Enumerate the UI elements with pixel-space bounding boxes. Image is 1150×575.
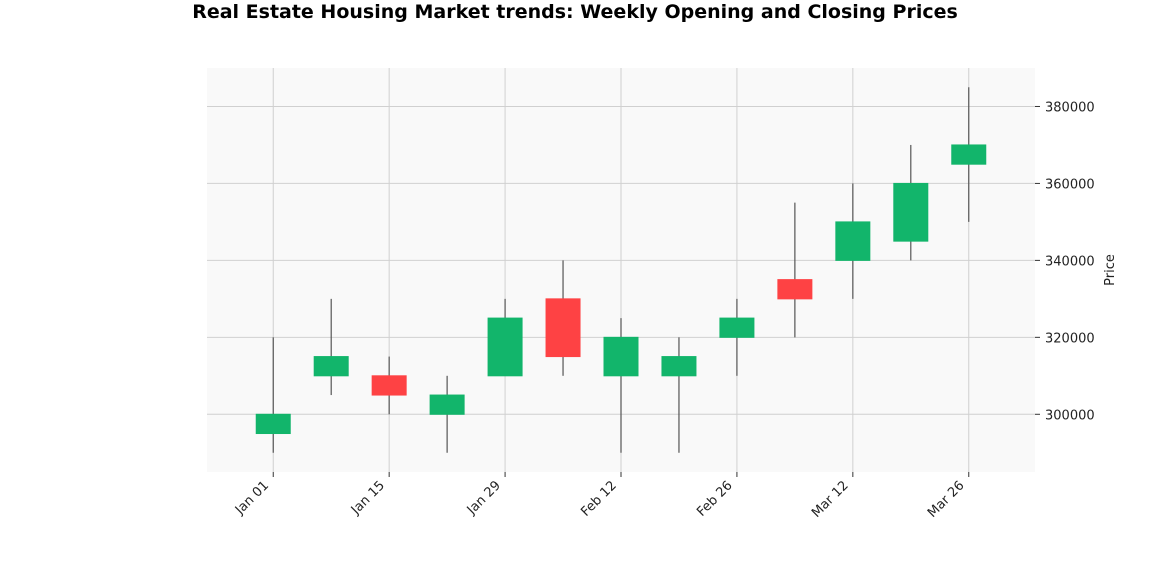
candle-body-up bbox=[487, 317, 523, 377]
y-tick-label: 320000 bbox=[1045, 331, 1095, 346]
candle-body-up bbox=[951, 144, 987, 165]
x-tick-label: Mar 26 bbox=[925, 478, 968, 521]
y-tick-label: 360000 bbox=[1045, 177, 1095, 192]
candle-body-up bbox=[893, 182, 929, 242]
x-tick-label: Jan 01 bbox=[232, 478, 272, 518]
candle-body-down bbox=[777, 279, 813, 300]
candle-body-up bbox=[313, 356, 349, 377]
y-tick-label: 340000 bbox=[1045, 254, 1095, 269]
candle-body-down bbox=[371, 375, 407, 396]
x-tick-label: Feb 12 bbox=[578, 478, 620, 520]
y-tick-label: 380000 bbox=[1045, 100, 1095, 115]
y-axis-label: Price bbox=[1103, 254, 1118, 286]
candle-body-up bbox=[603, 336, 639, 377]
x-tick-label: Jan 15 bbox=[348, 478, 388, 518]
y-tick-label: 300000 bbox=[1045, 408, 1095, 423]
chart-title: Real Estate Housing Market trends: Weekl… bbox=[192, 1, 958, 23]
x-tick-label: Feb 26 bbox=[694, 478, 736, 520]
candle-body-up bbox=[429, 394, 465, 415]
candle-body-up bbox=[719, 317, 755, 338]
candle-body-down bbox=[545, 298, 581, 358]
candles bbox=[255, 87, 987, 453]
x-tick-label: Mar 12 bbox=[809, 478, 852, 521]
x-tick-label: Jan 29 bbox=[464, 478, 504, 518]
candle-body-up bbox=[661, 356, 697, 377]
candle-body-up bbox=[255, 413, 291, 435]
candle-body-up bbox=[835, 221, 871, 261]
